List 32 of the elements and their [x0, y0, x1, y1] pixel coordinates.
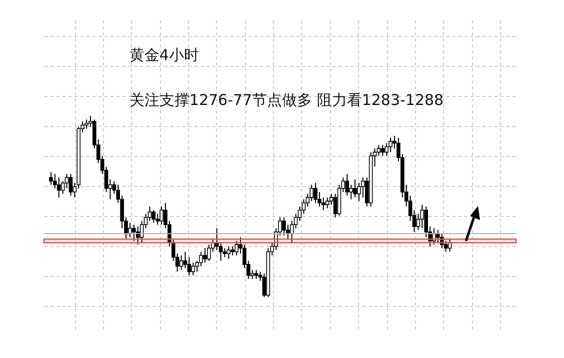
candlestick	[282, 216, 286, 236]
candlestick	[56, 177, 61, 198]
candlestick	[353, 178, 357, 198]
candlestick	[432, 228, 436, 246]
candlestick	[191, 262, 196, 276]
candlestick	[179, 254, 184, 270]
candlestick	[160, 206, 164, 226]
candlestick	[345, 173, 350, 196]
candlestick	[388, 137, 392, 153]
candlestick	[230, 246, 235, 256]
candlestick	[325, 196, 330, 209]
candlestick	[68, 173, 73, 196]
candlestick	[448, 238, 452, 252]
candlestick	[234, 240, 238, 256]
candlestick	[60, 180, 65, 194]
candlestick	[84, 119, 88, 130]
candlestick	[314, 182, 318, 204]
candlestick	[203, 248, 207, 264]
chart-subtitle: 关注支撑1276-77节点做多 阻力看1283-1288	[129, 91, 444, 109]
candlestick	[440, 233, 444, 249]
chart-title: 黄金4小时	[129, 46, 199, 64]
candlestick	[380, 144, 385, 156]
candlestick	[254, 269, 258, 280]
candlestick	[49, 172, 53, 186]
candlestick	[187, 256, 192, 276]
candlestick	[226, 246, 231, 260]
candlestick	[132, 224, 136, 242]
candlestick	[156, 213, 160, 226]
candlestick	[349, 184, 353, 200]
candlestick	[148, 206, 152, 222]
candlestick	[152, 210, 156, 224]
candlestick	[420, 204, 424, 229]
